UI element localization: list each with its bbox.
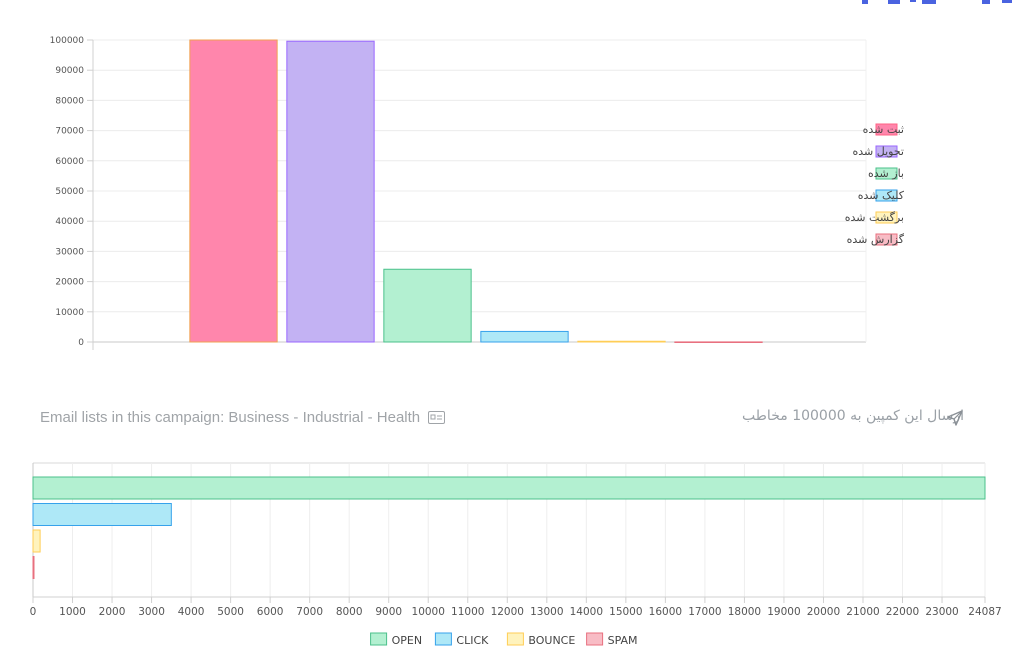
bar-2 (286, 40, 375, 343)
x-tick-label: 16000 (649, 606, 682, 618)
legend-swatch (506, 632, 524, 646)
x-tick-label: 17000 (688, 606, 721, 618)
y-tick-label: 40000 (55, 217, 84, 227)
bar-4 (480, 330, 569, 343)
x-tick-label: 8000 (336, 606, 363, 618)
legend-swatch (875, 189, 898, 202)
x-tick-label: 20000 (807, 606, 840, 618)
x-tick-label: 0 (30, 606, 37, 618)
legend-label: SPAM (608, 634, 638, 647)
legend-swatch (875, 167, 898, 180)
legend-swatch (586, 632, 604, 646)
bar-1 (189, 39, 278, 343)
hbar-bounce (32, 529, 41, 553)
send-info-text: ارسال این کمپین به 100000 مخاطب (742, 408, 964, 424)
legend-label: گزارش شده (847, 233, 905, 246)
y-tick-label: 60000 (55, 157, 84, 167)
y-tick-label: 0 (78, 338, 84, 348)
legend-swatch (370, 632, 388, 646)
email-lists-info: Email lists in this campaign: Business -… (40, 409, 446, 426)
y-tick-label: 80000 (55, 96, 84, 106)
x-tick-label: 22000 (886, 606, 919, 618)
legend-label: برگشت شده (845, 211, 904, 224)
legend-label: باز شده (868, 167, 904, 180)
x-tick-label: 3000 (138, 606, 165, 618)
x-tick-label: 13000 (530, 606, 563, 618)
x-tick-label: 9000 (375, 606, 402, 618)
legend-label: تحویل شده (853, 145, 905, 158)
y-tick-label: 90000 (55, 66, 84, 76)
bar-6 (674, 341, 763, 344)
x-tick-label: 24087 (968, 606, 1001, 618)
y-tick-label: 50000 (55, 187, 84, 197)
hbar-open (32, 476, 986, 500)
x-tick-label: 1000 (59, 606, 86, 618)
y-tick-label: 70000 (55, 127, 84, 137)
clipped-header-text (862, 0, 1012, 4)
x-tick-label: 12000 (491, 606, 524, 618)
legend-label: OPEN (392, 634, 422, 647)
bar-3 (383, 268, 472, 343)
legend-swatch (875, 145, 898, 158)
y-tick-label: 20000 (55, 278, 84, 288)
legend-swatch (875, 211, 898, 224)
x-tick-label: 18000 (728, 606, 761, 618)
x-tick-label: 14000 (570, 606, 603, 618)
legend-label: CLICK (456, 634, 489, 647)
bar-5 (577, 340, 666, 343)
x-tick-label: 23000 (925, 606, 958, 618)
email-lists-text: Email lists in this campaign: Business -… (40, 409, 421, 426)
paper-plane-icon (947, 410, 963, 426)
legend-label: ثبت شده (863, 123, 904, 136)
hbar-click (32, 503, 172, 526)
legend-label: کلیک شده (858, 189, 905, 202)
y-tick-label: 100000 (50, 36, 85, 46)
legend-swatch (434, 632, 452, 646)
hbar-spam (32, 556, 35, 579)
legend-label: BOUNCE (528, 634, 575, 647)
legend-swatch (875, 233, 898, 246)
x-tick-label: 11000 (451, 606, 484, 618)
x-tick-label: 15000 (609, 606, 642, 618)
address-card-icon (428, 411, 446, 424)
x-tick-label: 10000 (412, 606, 445, 618)
y-tick-label: 30000 (55, 247, 84, 257)
engagement-bar-chart: 0 1000 2000 3000 4000 5000 6000 7000 8000 9000 100… (30, 462, 1002, 647)
x-tick-label: 5000 (217, 606, 244, 618)
x-tick-label: 6000 (257, 606, 284, 618)
y-tick-label: 10000 (55, 308, 84, 318)
legend-swatch (875, 123, 898, 136)
x-tick-label: 19000 (767, 606, 800, 618)
x-tick-label: 4000 (178, 606, 205, 618)
x-tick-label: 21000 (846, 606, 879, 618)
x-tick-label: 2000 (99, 606, 126, 618)
x-tick-label: 7000 (296, 606, 323, 618)
status-bar-chart: 1000009000080000700006000050000400003000… (50, 36, 905, 350)
